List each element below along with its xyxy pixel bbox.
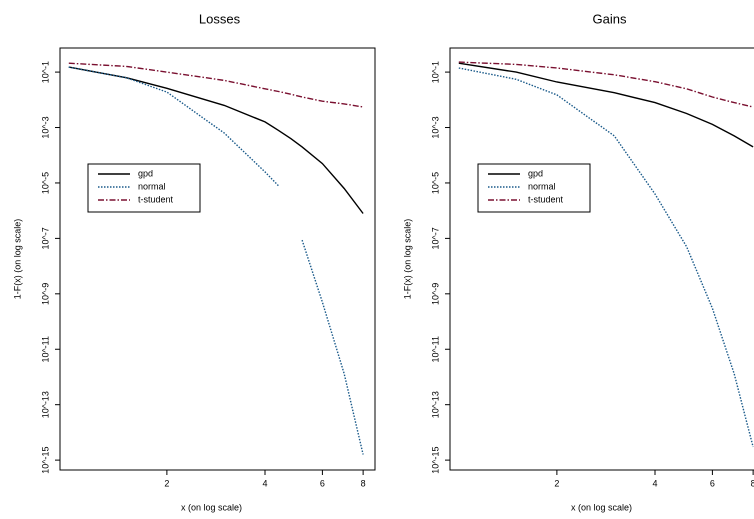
y-tick-label: 10^-5 bbox=[430, 172, 440, 194]
plot-frame bbox=[59, 47, 376, 471]
x-tick-label: 6 bbox=[320, 478, 325, 488]
y-tick-label: 10^-3 bbox=[430, 116, 440, 138]
y-tick-label: 10^-7 bbox=[40, 227, 50, 249]
series-line bbox=[68, 62, 364, 108]
series-line bbox=[68, 66, 364, 455]
series-line bbox=[458, 61, 754, 108]
y-tick-label: 10^-15 bbox=[430, 446, 440, 473]
x-tick-label: 8 bbox=[751, 478, 754, 488]
series-line bbox=[458, 62, 754, 148]
y-axis-label: 1-F(x) (on log scale) bbox=[12, 219, 22, 300]
x-tick-label: 8 bbox=[361, 478, 366, 488]
y-tick-label: 10^-7 bbox=[430, 227, 440, 249]
y-tick-label: 10^-15 bbox=[40, 446, 50, 473]
y-axis-label: 1-F(x) (on log scale) bbox=[402, 219, 412, 300]
y-tick-label: 10^-9 bbox=[40, 283, 50, 305]
x-axis-label: x (on log scale) bbox=[181, 502, 242, 512]
x-axis-label: x (on log scale) bbox=[571, 502, 632, 512]
x-tick-label: 2 bbox=[554, 478, 559, 488]
y-tick-label: 10^-11 bbox=[40, 336, 50, 363]
x-tick-label: 6 bbox=[710, 478, 715, 488]
y-tick-label: 10^-1 bbox=[40, 61, 50, 83]
series-line bbox=[68, 66, 364, 214]
series-line bbox=[458, 67, 754, 448]
legend-label: gpd bbox=[138, 168, 153, 178]
x-tick-label: 4 bbox=[652, 478, 657, 488]
y-tick-label: 10^-1 bbox=[430, 61, 440, 83]
legend-box bbox=[477, 163, 591, 213]
chart-title: Losses bbox=[199, 11, 241, 26]
y-tick-label: 10^-13 bbox=[430, 391, 440, 418]
y-tick-label: 10^-11 bbox=[430, 336, 440, 363]
legend-label: normal bbox=[528, 181, 556, 191]
y-tick-label: 10^-5 bbox=[40, 172, 50, 194]
legend-label: t-student bbox=[138, 194, 174, 204]
legend-box bbox=[87, 163, 201, 213]
y-tick-label: 10^-13 bbox=[40, 391, 50, 418]
y-tick-label: 10^-9 bbox=[430, 283, 440, 305]
chart-title: Gains bbox=[593, 11, 627, 26]
x-tick-label: 4 bbox=[262, 478, 267, 488]
plot-frame bbox=[449, 47, 754, 471]
y-tick-label: 10^-3 bbox=[40, 116, 50, 138]
x-tick-label: 2 bbox=[164, 478, 169, 488]
legend-label: t-student bbox=[528, 194, 564, 204]
legend-label: gpd bbox=[528, 168, 543, 178]
legend-label: normal bbox=[138, 181, 166, 191]
